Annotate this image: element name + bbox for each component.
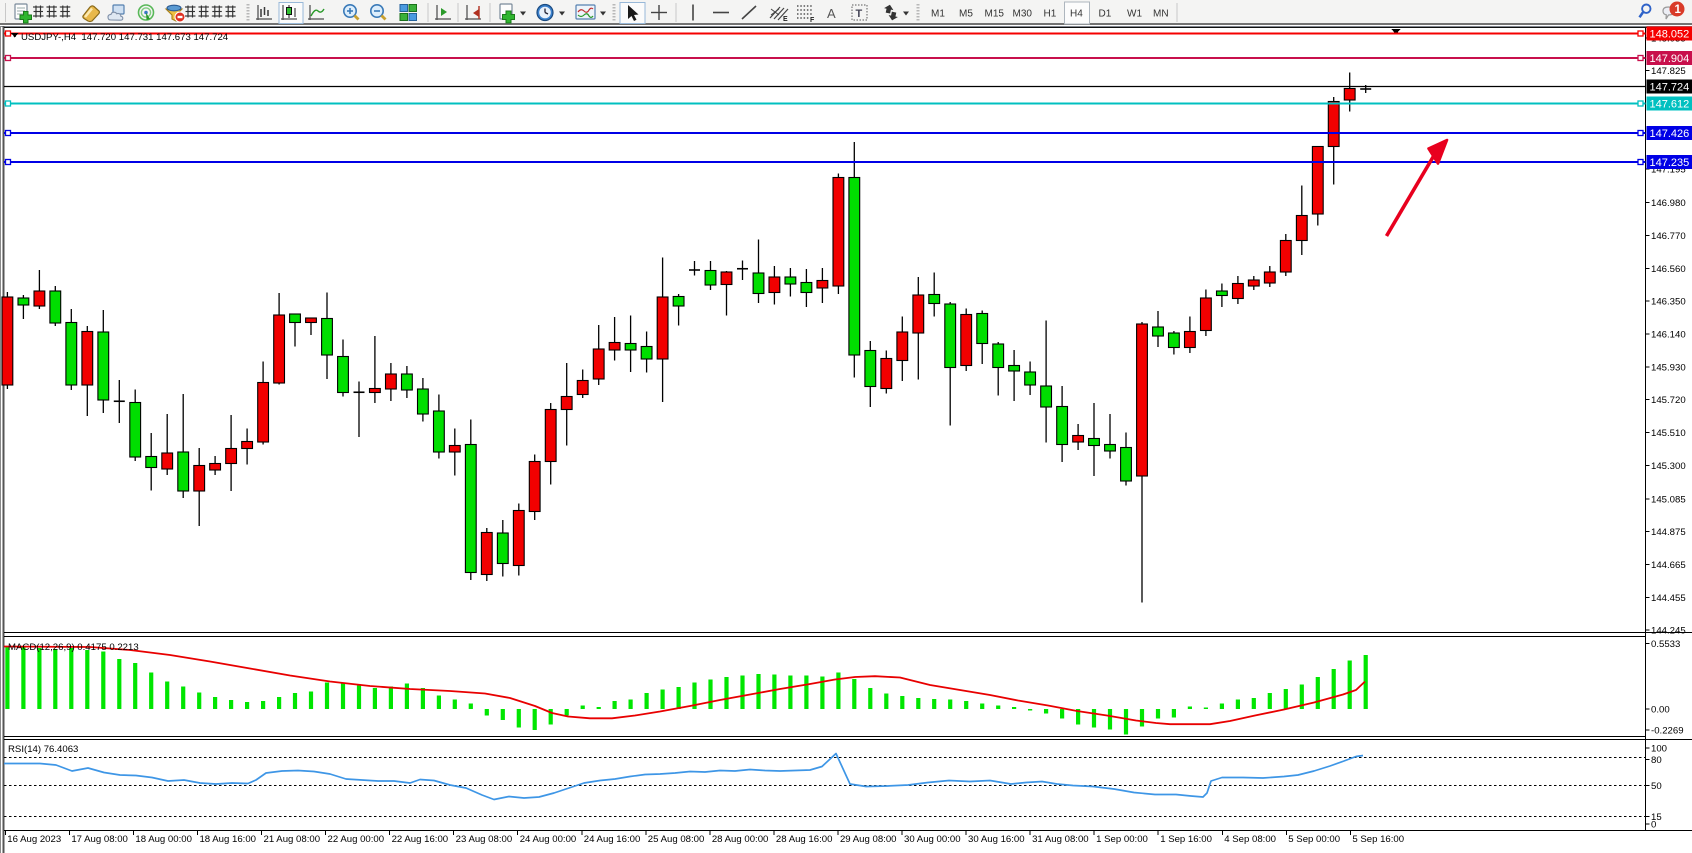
svg-text:146.350: 146.350: [1651, 297, 1686, 308]
svg-text:H4: H4: [1070, 9, 1083, 20]
svg-text:146.980: 146.980: [1651, 198, 1686, 209]
svg-text:147.426: 147.426: [1650, 128, 1690, 140]
svg-text:M15: M15: [985, 9, 1005, 20]
svg-text:H1: H1: [1044, 9, 1057, 20]
svg-text:RSI(14) 76.4063: RSI(14) 76.4063: [8, 744, 78, 755]
svg-text:24 Aug 00:00: 24 Aug 00:00: [520, 834, 577, 845]
svg-text:17 Aug 08:00: 17 Aug 08:00: [71, 834, 128, 845]
svg-text:18 Aug 00:00: 18 Aug 00:00: [135, 834, 192, 845]
svg-text:1 Sep 16:00: 1 Sep 16:00: [1160, 834, 1212, 845]
svg-text:M5: M5: [959, 9, 973, 20]
svg-text:5 Sep 16:00: 5 Sep 16:00: [1352, 834, 1404, 845]
svg-text:15: 15: [1651, 812, 1662, 823]
svg-text:4 Sep 08:00: 4 Sep 08:00: [1224, 834, 1276, 845]
svg-text:147.235: 147.235: [1650, 157, 1690, 169]
svg-text:146.140: 146.140: [1651, 330, 1686, 341]
svg-text:29 Aug 08:00: 29 Aug 08:00: [840, 834, 897, 845]
svg-text:T: T: [856, 8, 863, 20]
svg-text:144.455: 144.455: [1651, 593, 1686, 604]
svg-text:50: 50: [1651, 781, 1662, 792]
svg-text:0: 0: [1651, 820, 1656, 831]
svg-text:80: 80: [1651, 755, 1662, 766]
svg-text:28 Aug 16:00: 28 Aug 16:00: [776, 834, 833, 845]
svg-text:147.825: 147.825: [1651, 66, 1686, 77]
svg-text:W1: W1: [1127, 9, 1142, 20]
svg-text:144.665: 144.665: [1651, 560, 1686, 571]
svg-text:USDJPY-,H4 147.720 147.731 14: USDJPY-,H4 147.720 147.731 147.673 147.7…: [21, 32, 229, 43]
svg-text:-0.2269: -0.2269: [1651, 726, 1684, 737]
svg-text:145.720: 145.720: [1651, 395, 1686, 406]
svg-text:147.904: 147.904: [1650, 53, 1690, 65]
svg-text:22 Aug 00:00: 22 Aug 00:00: [328, 834, 385, 845]
svg-text:145.085: 145.085: [1651, 494, 1686, 505]
svg-text:147.724: 147.724: [1650, 82, 1690, 94]
svg-text:100: 100: [1651, 744, 1667, 755]
svg-text:F: F: [810, 17, 815, 24]
svg-text:145.300: 145.300: [1651, 461, 1686, 472]
svg-text:23 Aug 08:00: 23 Aug 08:00: [456, 834, 513, 845]
svg-text:MN: MN: [1153, 9, 1169, 20]
svg-text:148.052: 148.052: [1650, 29, 1690, 41]
svg-text:5 Sep 00:00: 5 Sep 00:00: [1288, 834, 1340, 845]
svg-text:30 Aug 00:00: 30 Aug 00:00: [904, 834, 961, 845]
svg-text:145.930: 145.930: [1651, 362, 1686, 373]
svg-text:147.612: 147.612: [1650, 99, 1690, 111]
svg-text:28 Aug 00:00: 28 Aug 00:00: [712, 834, 769, 845]
svg-text:1 Sep 00:00: 1 Sep 00:00: [1096, 834, 1148, 845]
svg-text:16 Aug 2023: 16 Aug 2023: [7, 834, 61, 845]
svg-text:M30: M30: [1013, 9, 1033, 20]
svg-text:A: A: [827, 6, 836, 21]
svg-text:144.245: 144.245: [1651, 626, 1686, 637]
svg-text:D1: D1: [1099, 9, 1112, 20]
svg-text:22 Aug 16:00: 22 Aug 16:00: [392, 834, 449, 845]
svg-text:144.875: 144.875: [1651, 527, 1686, 538]
svg-text:MACD(12,26,9) 0.4175 0.2213: MACD(12,26,9) 0.4175 0.2213: [8, 642, 139, 653]
svg-text:146.560: 146.560: [1651, 264, 1686, 275]
svg-text:0.5533: 0.5533: [1651, 639, 1680, 650]
svg-text:147.195: 147.195: [1651, 165, 1686, 176]
svg-text:24 Aug 16:00: 24 Aug 16:00: [584, 834, 641, 845]
svg-text:21 Aug 08:00: 21 Aug 08:00: [264, 834, 321, 845]
svg-text:25 Aug 08:00: 25 Aug 08:00: [648, 834, 705, 845]
svg-text:M1: M1: [931, 9, 945, 20]
svg-text:18 Aug 16:00: 18 Aug 16:00: [199, 834, 256, 845]
svg-text:1: 1: [1675, 4, 1682, 16]
svg-text:146.770: 146.770: [1651, 231, 1686, 242]
svg-text:145.510: 145.510: [1651, 428, 1686, 439]
svg-text:31 Aug 08:00: 31 Aug 08:00: [1032, 834, 1089, 845]
svg-text:30 Aug 16:00: 30 Aug 16:00: [968, 834, 1025, 845]
svg-text:0.00: 0.00: [1651, 705, 1670, 716]
svg-text:E: E: [783, 16, 788, 23]
